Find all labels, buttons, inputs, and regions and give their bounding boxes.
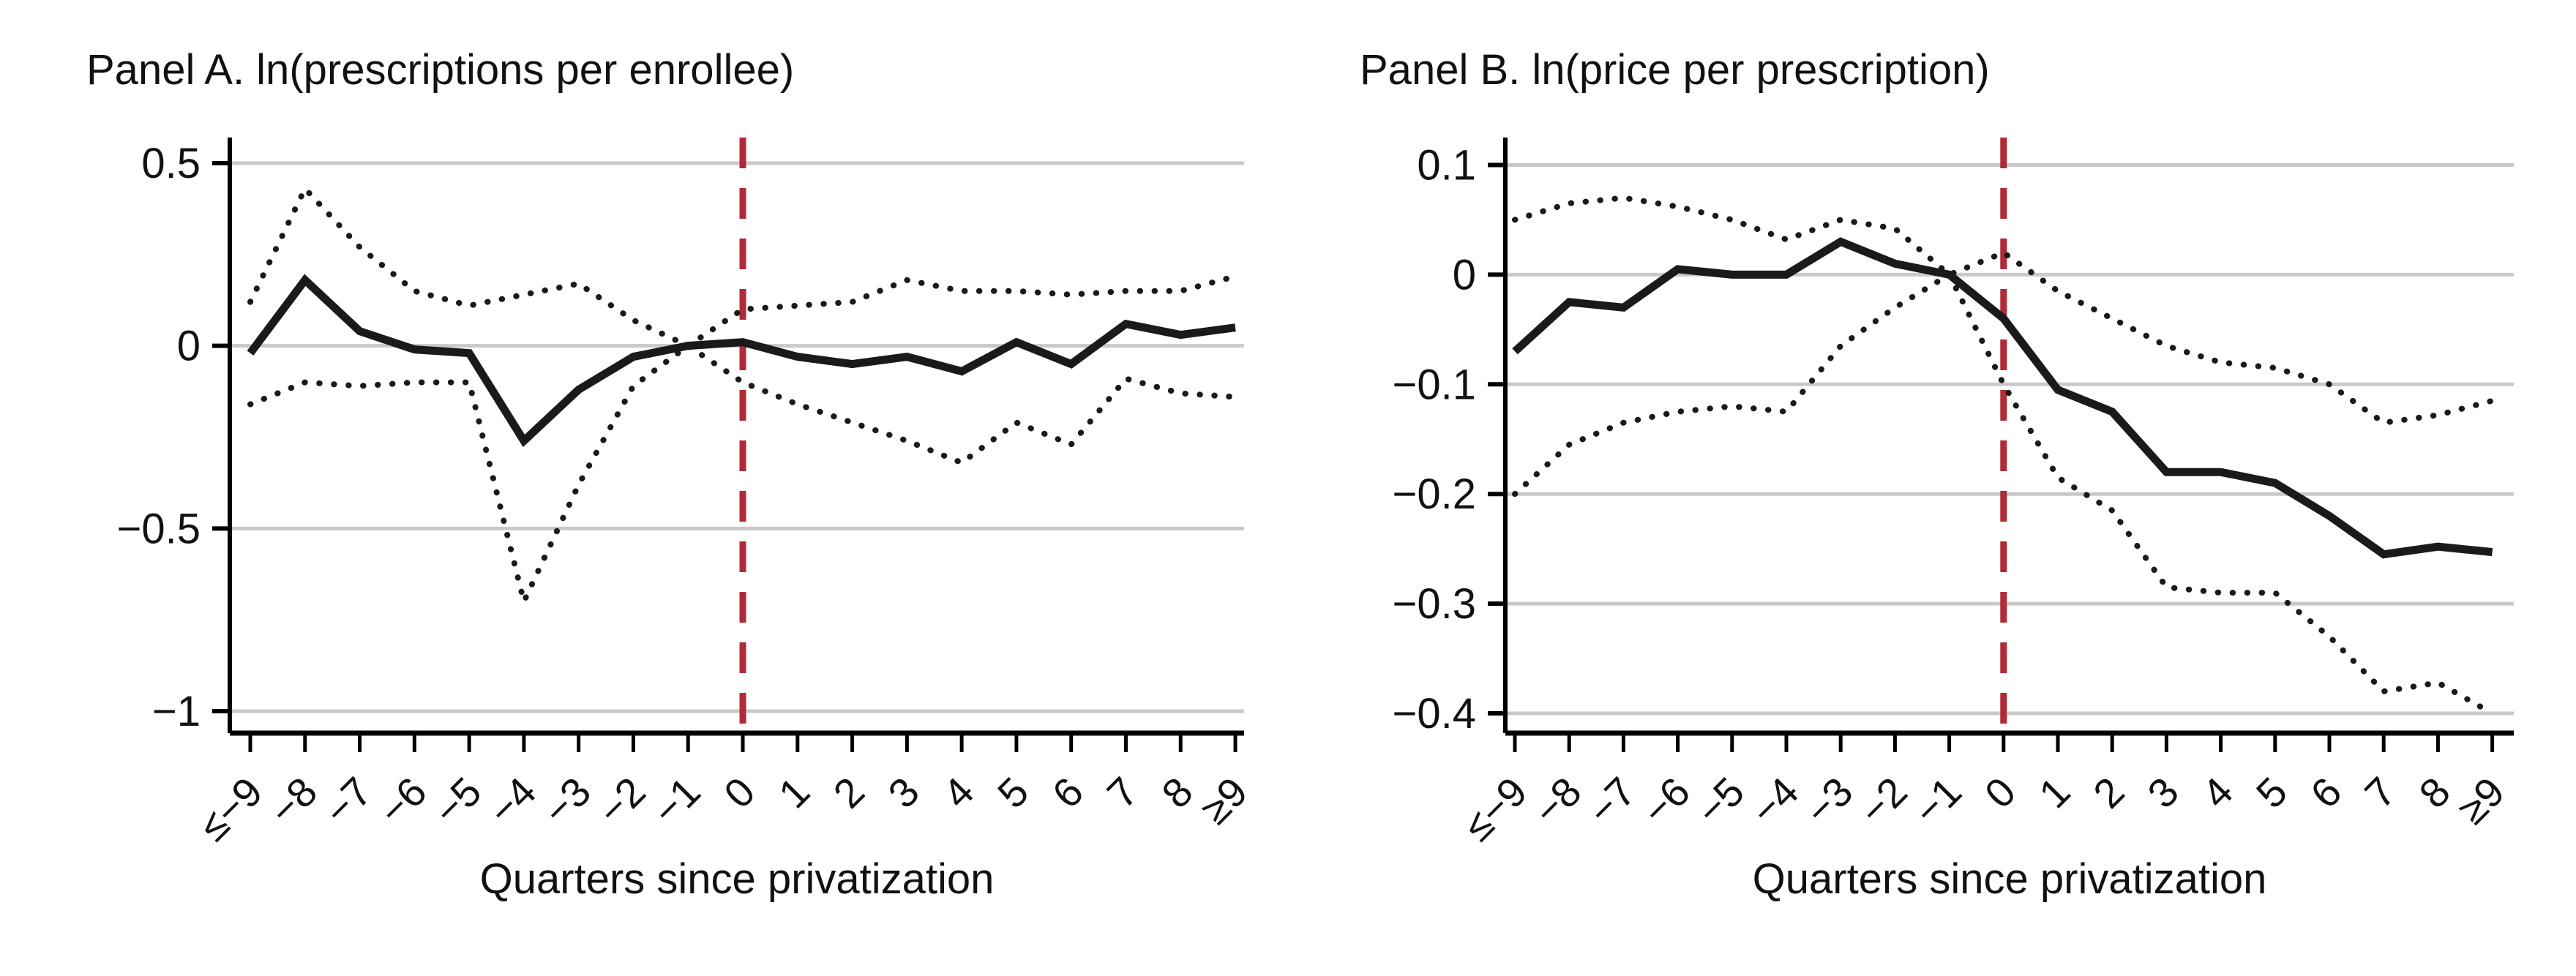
x-tick-label: 4: [2193, 768, 2242, 817]
y-tick-label: −1: [152, 688, 201, 735]
x-tick-label: −1: [1904, 768, 1970, 834]
series-ci-lower-95: [247, 342, 1239, 611]
x-tick-label: 6: [2302, 768, 2351, 817]
series-ci-upper-95: [1512, 195, 2496, 426]
x-tick-label: 8: [1153, 768, 1202, 817]
panel-a-x-axis-title: Quarters since privatization: [479, 855, 995, 903]
x-tick-label: 7: [2356, 768, 2405, 817]
x-tick-label: ≥9: [2449, 768, 2513, 833]
y-tick-label: −0.4: [1393, 690, 1477, 737]
x-tick-label: 5: [989, 768, 1038, 817]
x-tick-label: 0: [1976, 768, 2025, 817]
x-tick-label: −1: [643, 768, 709, 834]
x-tick-label: 3: [2138, 768, 2187, 817]
x-tick-label: 4: [934, 768, 983, 817]
x-tick-label: ≥9: [1191, 768, 1256, 833]
x-tick-label: 8: [2410, 768, 2459, 817]
y-tick-label: −0.2: [1393, 470, 1477, 518]
series-point-estimate: [1512, 237, 2493, 559]
x-tick-label: 2: [824, 768, 873, 817]
panel-a-plot: 0.50−0.5−1≤−9−8−7−6−5−4−3−2−1 0 1 2 3 4 5 6 7 8≥9: [117, 138, 1257, 849]
y-tick-label: 0.1: [1417, 141, 1476, 189]
x-tick-label: 0: [715, 768, 764, 817]
axes: [228, 138, 1244, 736]
x-tick-label: 1: [2030, 768, 2079, 817]
x-tick-label: 1: [770, 768, 819, 817]
y-axis-ticks: 0.1 0 −0.1 −0.2 −0.3 −0.4: [1393, 141, 1505, 737]
series-ci-lower-95: [1512, 270, 2496, 717]
y-tick-label: −0.3: [1393, 580, 1477, 628]
gridlines: [230, 161, 1244, 713]
x-tick-label: ≤−9: [1454, 768, 1535, 849]
series-point-estimate: [247, 274, 1236, 448]
x-axis-ticks: ≤−9−8−7−6−5−4−3−2−1 0 1 2 3 4 5 6 7 8≥9: [190, 733, 1257, 849]
panel-b-title: Panel B. ln(price per prescription): [1360, 46, 1990, 94]
y-tick-label: 0: [177, 323, 201, 370]
y-tick-label: 0.5: [141, 140, 201, 187]
x-tick-label: ≤−9: [190, 768, 271, 849]
axes: [1503, 138, 2514, 736]
gridlines: [1505, 162, 2514, 716]
panel-a-title: Panel A. ln(prescriptions per enrollee): [86, 46, 795, 94]
series-ci-upper-95: [247, 183, 1239, 350]
y-axis-ticks: 0.5 0 −0.5 −1: [117, 140, 230, 735]
x-axis-ticks: ≤−9−8−7−6−5−4−3−2−1 0 1 2 3 4 5 6 7 8≥9: [1454, 733, 2513, 849]
x-tick-label: 3: [879, 768, 928, 817]
x-tick-label: 2: [2084, 768, 2133, 817]
x-tick-label: 6: [1044, 768, 1093, 817]
x-tick-label: 7: [1098, 768, 1147, 817]
y-tick-label: −0.1: [1393, 361, 1477, 408]
panel-b-x-axis-title: Quarters since privatization: [1752, 855, 2267, 903]
y-tick-label: −0.5: [117, 505, 201, 552]
panel-b-plot: 0.10−0.1−0.2−0.3−0.4≤−9−8−7−6−5−4−3−2−1 0…: [1393, 138, 2514, 849]
x-tick-label: 5: [2247, 768, 2296, 817]
y-tick-label: 0: [1453, 251, 1476, 299]
